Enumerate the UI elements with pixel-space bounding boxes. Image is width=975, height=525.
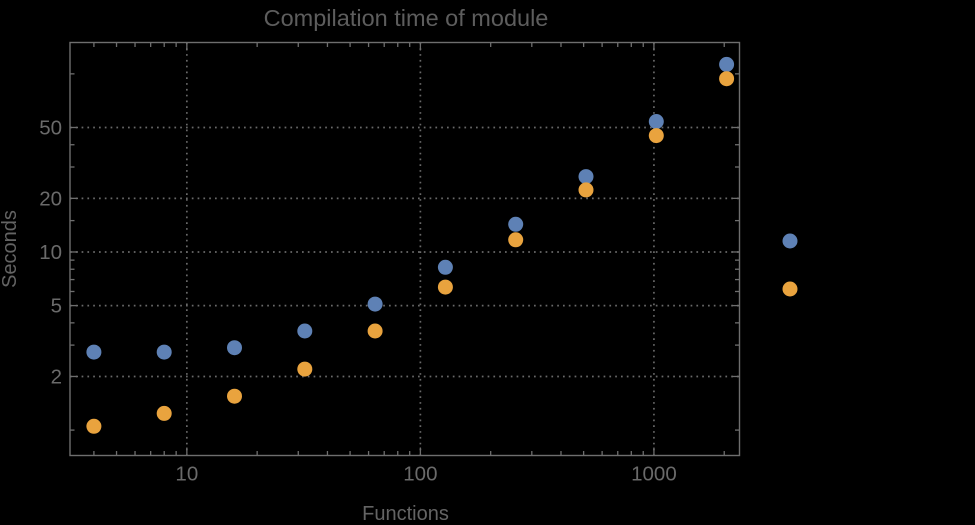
- legend-marker-series-2: [782, 281, 798, 297]
- data-point-series-1-x64: [367, 296, 383, 312]
- x-tick-label: 100: [403, 463, 437, 486]
- data-point-series-2-x256: [508, 232, 524, 248]
- data-point-series-2-x128: [437, 279, 453, 295]
- chart-title: Compilation time of module: [264, 5, 549, 31]
- y-axis-label: Seconds: [0, 210, 21, 288]
- data-point-series-1-x512: [578, 169, 594, 185]
- data-point-series-2-x8: [156, 405, 172, 421]
- data-point-series-2-x16: [227, 388, 242, 404]
- data-point-series-1-x32: [297, 323, 313, 339]
- data-point-series-1-x1024: [648, 114, 664, 129]
- data-point-series-2-x512: [578, 182, 594, 198]
- data-point-series-2-x32: [297, 361, 313, 377]
- tick-layer: 10 100 1000 2 5 10 20 50: [39, 42, 740, 486]
- y-tick-label: 5: [51, 295, 62, 318]
- y-tick-label: 50: [39, 116, 62, 139]
- y-tick-label: 2: [51, 365, 62, 388]
- data-point-series-1-x2048: [719, 56, 735, 72]
- y-tick-label: 10: [39, 241, 62, 264]
- data-point-series-2-x1024: [648, 128, 664, 144]
- data-point-series-1-x4: [86, 344, 102, 360]
- data-points-layer: [86, 56, 735, 434]
- legend: [782, 233, 798, 297]
- x-tick-label: 10: [175, 463, 198, 486]
- data-point-series-1-x256: [508, 216, 524, 232]
- data-point-series-1-x8: [156, 344, 172, 360]
- data-point-series-1-x16: [227, 340, 242, 356]
- data-point-series-1-x128: [437, 259, 453, 275]
- plot-frame: [69, 41, 741, 457]
- data-point-series-2-x64: [367, 323, 383, 339]
- legend-marker-series-1: [782, 233, 798, 249]
- data-point-series-2-x4: [86, 418, 102, 434]
- x-axis-label: Functions: [362, 503, 449, 525]
- data-point-series-2-x2048: [719, 71, 735, 87]
- x-tick-label: 1000: [631, 463, 677, 486]
- grid-layer: [70, 42, 740, 456]
- y-tick-label: 20: [39, 187, 62, 210]
